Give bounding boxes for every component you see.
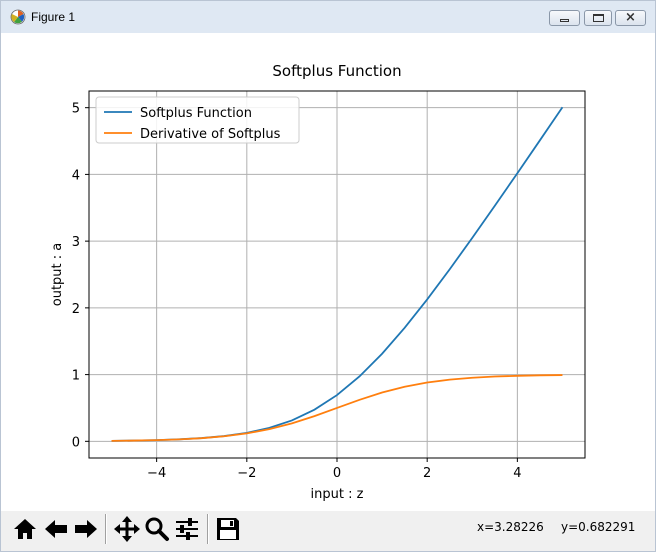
y-tick-label: 3 <box>72 235 80 250</box>
move-icon <box>114 516 140 542</box>
matplotlib-icon <box>10 9 26 25</box>
home-icon <box>14 519 36 539</box>
zoom-button[interactable] <box>143 515 171 543</box>
pan-button[interactable] <box>113 515 141 543</box>
x-tick-label: 4 <box>513 466 521 481</box>
y-tick-label: 2 <box>72 302 80 317</box>
figure-canvas[interactable]: −4 −2 0 2 4 0 1 2 3 4 5 Softplus Function Derivativ… <box>1 33 655 511</box>
x-coordinate-readout: x=3.28226 <box>477 520 544 534</box>
x-axis-label: input : z <box>311 487 364 502</box>
home-button[interactable] <box>11 515 39 543</box>
arrow-right-icon <box>75 520 97 538</box>
x-tick-label: 0 <box>333 466 341 481</box>
plot-axes[interactable]: −4 −2 0 2 4 0 1 2 3 4 5 Softplus Function Derivativ… <box>72 90 586 481</box>
arrow-left-icon <box>45 520 67 538</box>
navigation-toolbar: x=3.28226 y=0.682291 <box>1 511 655 551</box>
forward-button[interactable] <box>72 515 100 543</box>
x-tick-label: −4 <box>147 466 166 481</box>
y-tick-label: 0 <box>72 435 80 450</box>
toolbar-separator <box>207 514 209 544</box>
y-tick-label: 4 <box>72 168 80 183</box>
legend-label: Softplus Function <box>140 106 252 121</box>
title-bar[interactable]: Figure 1 × <box>1 1 655 33</box>
close-button[interactable]: × <box>615 10 646 26</box>
y-tick-label: 5 <box>72 102 80 117</box>
floppy-disk-icon <box>217 518 239 540</box>
toolbar-separator <box>105 514 107 544</box>
y-tick-label: 1 <box>72 369 80 384</box>
y-coordinate-readout: y=0.682291 <box>561 520 636 534</box>
x-tick-label: 2 <box>423 466 431 481</box>
sliders-icon <box>176 518 198 540</box>
legend: Softplus Function Derivative of Softplus <box>95 96 300 144</box>
close-icon: × <box>625 10 636 25</box>
series-line-2 <box>111 374 563 442</box>
legend-label: Derivative of Softplus <box>140 127 281 142</box>
magnifier-icon <box>145 517 169 541</box>
save-button[interactable] <box>214 515 242 543</box>
window-title: Figure 1 <box>31 10 76 24</box>
minimize-button[interactable] <box>549 10 580 26</box>
subplots-button[interactable] <box>173 515 201 543</box>
chart-title: Softplus Function <box>272 62 401 80</box>
grid-lines <box>89 91 585 458</box>
y-axis-label: output : a <box>50 243 65 307</box>
x-tick-label: −2 <box>237 466 256 481</box>
back-button[interactable] <box>42 515 70 543</box>
legend-box <box>95 96 300 144</box>
maximize-button[interactable] <box>584 10 612 26</box>
